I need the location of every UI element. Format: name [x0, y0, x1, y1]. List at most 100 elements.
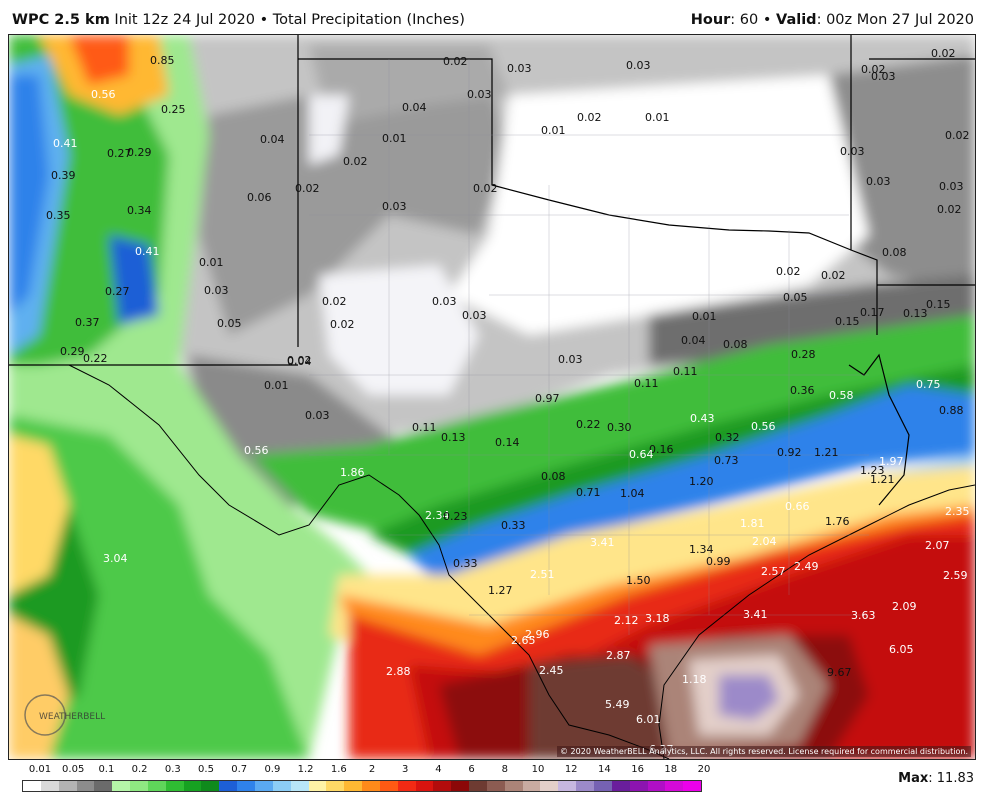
precip-value-label: 0.02 [937, 203, 962, 216]
precip-value-label: 0.75 [916, 378, 941, 391]
hour-label: Hour [690, 12, 731, 28]
legend-swatch [362, 781, 380, 791]
legend-swatch [219, 781, 238, 791]
precip-value-label: 0.01 [264, 379, 289, 392]
legend-swatch [594, 781, 612, 791]
precip-value-label: 0.02 [945, 129, 970, 142]
legend-swatch [201, 781, 220, 791]
precip-value-label: 3.41 [743, 608, 768, 621]
precip-value-label: 0.03 [939, 180, 964, 193]
legend-swatch [397, 781, 416, 791]
precip-value-label: 3.41 [590, 536, 615, 549]
precip-value-label: 0.88 [939, 404, 964, 417]
legend-tick-label: 0.9 [264, 764, 281, 775]
precip-value-label: 0.22 [83, 352, 108, 365]
legend-swatch [558, 781, 577, 791]
precip-value-label: 3.04 [103, 552, 128, 565]
precip-value-label: 0.15 [835, 315, 860, 328]
precip-value-label: 0.02 [330, 318, 355, 331]
precip-value-label: 0.13 [441, 431, 466, 444]
precip-value-label: 2.09 [892, 600, 917, 613]
precip-value-label: 0.01 [541, 124, 566, 137]
legend-tick-label: 20 [697, 764, 711, 775]
precip-value-label: 0.06 [247, 191, 272, 204]
precip-value-label: 0.92 [777, 446, 802, 459]
legend-tick-label: 1.6 [330, 764, 347, 775]
precip-value-label: 0.29 [60, 345, 85, 358]
precip-value-label: 0.58 [829, 389, 854, 402]
map-header: WPC 2.5 km Init 12z 24 Jul 2020 • Total … [0, 0, 984, 34]
legend-tick-label: 3 [402, 764, 409, 775]
copyright-notice: © 2020 WeatherBELL Analytics, LLC. All r… [557, 746, 971, 757]
precip-value-label: 1.97 [879, 455, 904, 468]
precip-value-label: 0.03 [462, 309, 487, 322]
precip-value-label: 0.03 [626, 59, 651, 72]
separator: • [259, 12, 269, 28]
legend-swatch [23, 781, 41, 791]
precip-value-label: 1.27 [488, 584, 513, 597]
precip-value-label: 0.85 [150, 54, 175, 67]
legend-tick-label: 0.05 [62, 764, 85, 775]
precip-value-label: 1.21 [870, 473, 895, 486]
precip-value-label: 2.88 [386, 665, 411, 678]
legend-tick-label: 0.2 [131, 764, 148, 775]
legend-swatch [451, 781, 470, 791]
precip-value-label: 2.65 [511, 634, 536, 647]
precip-value-label: 0.03 [305, 409, 330, 422]
precip-value-label: 0.28 [791, 348, 816, 361]
precip-value-label: 1.18 [682, 673, 707, 686]
legend-swatch [237, 781, 255, 791]
legend-tick-label: 16 [631, 764, 644, 775]
legend-swatch [40, 781, 59, 791]
legend-swatch [165, 781, 184, 791]
precip-value-label: 3.63 [851, 609, 876, 622]
precip-value-label: 0.03 [507, 62, 532, 75]
precip-value-label: 0.23 [443, 510, 468, 523]
legend-tick-label: 0.7 [231, 764, 248, 775]
legend-tick-label: 0.01 [28, 764, 52, 775]
max-label: Max [898, 771, 929, 786]
header-right: Hour: 60 • Valid: 00z Mon 27 Jul 2020 [690, 12, 974, 28]
legend-swatch [308, 781, 327, 791]
legend-swatch [611, 781, 630, 791]
precip-value-label: 0.16 [649, 443, 674, 456]
precip-value-label: 1.20 [689, 475, 714, 488]
separator: • [762, 12, 772, 28]
legend-swatch [647, 781, 666, 791]
model-name: WPC 2.5 km [12, 12, 110, 28]
precip-value-label: 0.04 [260, 133, 285, 146]
precip-value-label: 0.11 [634, 377, 659, 390]
legend-ticks: 0.01 0.05 0.1 0.2 0.3 0.5 0.7 0.9 1.2 1.6 2 3 4 6 8 10 1… [22, 764, 711, 778]
legend-tick-label: 0.1 [98, 764, 115, 775]
precip-value-label: 0.02 [287, 354, 312, 367]
legend-swatch [344, 781, 363, 791]
precip-value-label: 2.04 [752, 535, 777, 548]
precip-value-label: 1.50 [626, 574, 651, 587]
legend-swatch [254, 781, 273, 791]
legend-swatch [433, 781, 452, 791]
precip-value-label: 0.02 [343, 155, 368, 168]
precip-value-label: 0.66 [785, 500, 810, 513]
weatherbell-logo: WEATHERBELL [24, 694, 105, 736]
precip-value-label: 2.87 [606, 649, 631, 662]
precipitation-map: 0.85 0.56 0.25 0.41 0.27 0.29 0.39 0.34 0.35 0.41… [8, 34, 976, 760]
precip-value-label: 2.59 [943, 569, 968, 582]
legend-swatch [629, 781, 648, 791]
legend-tick-label: 14 [598, 764, 611, 775]
precip-fields [9, 35, 975, 759]
legend-tick-label: 4 [435, 764, 442, 775]
precip-value-label: 0.30 [607, 421, 632, 434]
precip-value-label: 0.41 [53, 137, 78, 150]
precip-value-label: 2.45 [539, 664, 564, 677]
precip-value-label: 0.27 [105, 285, 130, 298]
max-readout: Max: 11.83 [898, 771, 974, 786]
value-labels: 0.850.560.250.410.270.290.390.340.350.41… [9, 35, 970, 756]
precip-value-label: 0.73 [714, 454, 739, 467]
legend-swatch [272, 781, 291, 791]
precip-value-label: 0.01 [382, 132, 407, 145]
precip-value-label: 0.33 [453, 557, 478, 570]
precip-value-label: 0.25 [161, 103, 186, 116]
valid-label: Valid [776, 12, 817, 28]
precip-value-label: 0.02 [577, 111, 602, 124]
precip-value-label: 0.02 [861, 63, 886, 76]
